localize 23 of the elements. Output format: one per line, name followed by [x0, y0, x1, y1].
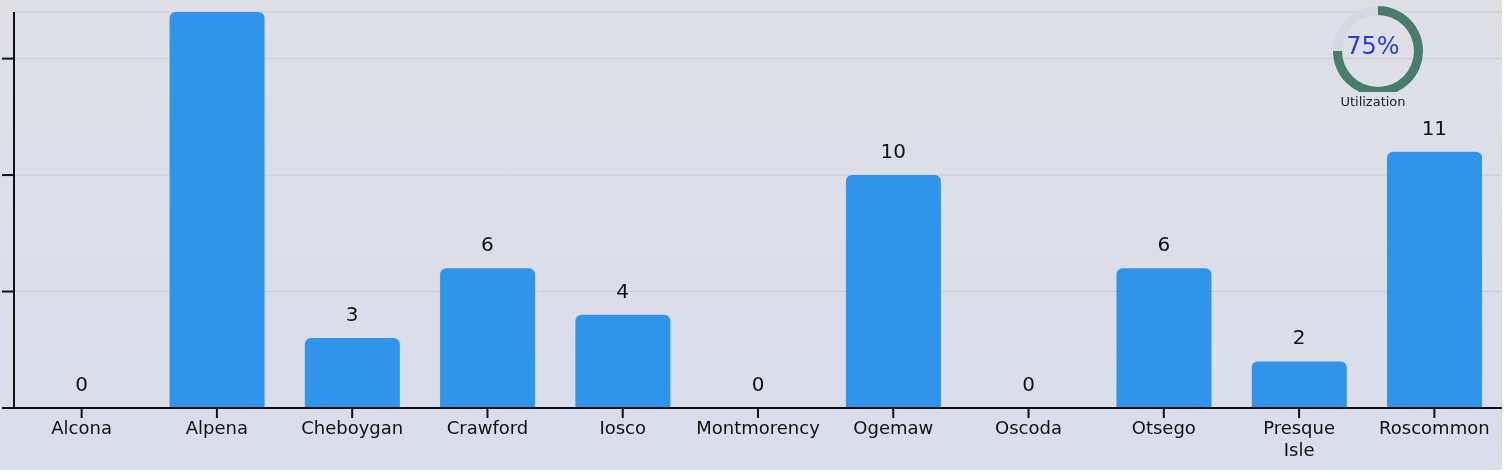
- x-tick-label: Alcona: [51, 417, 112, 438]
- data-label: 0: [750, 371, 766, 398]
- data-label: 3: [344, 301, 360, 329]
- data-label: 11: [1420, 114, 1449, 142]
- annotation: 75%: [1345, 31, 1401, 62]
- x-tick-label: Crawford: [446, 417, 529, 438]
- x-tick-label: Ogemaw: [853, 417, 934, 438]
- data-label: 2: [1291, 324, 1307, 352]
- data-label: 6: [480, 231, 495, 259]
- x-tick-label: Roscommon: [1379, 417, 1490, 438]
- x-tick-label: Oscoda: [995, 417, 1063, 438]
- x-tick-label: Otsego: [1131, 417, 1196, 438]
- data-label: 0: [74, 371, 89, 398]
- data-label: 10: [879, 138, 907, 166]
- x-tick-label: Iosco: [599, 417, 647, 438]
- text: Utilization: [1339, 94, 1407, 109]
- x-tick-label: Alpena: [185, 417, 249, 438]
- x-tick-label: Presque Isle: [1263, 417, 1336, 460]
- x-tick-label: Cheboygan: [301, 417, 404, 438]
- data-label: 6: [1156, 231, 1172, 259]
- data-label: 0: [1021, 371, 1036, 398]
- x-tick-label: Montmorency: [696, 417, 821, 438]
- data-label: 4: [615, 277, 631, 305]
